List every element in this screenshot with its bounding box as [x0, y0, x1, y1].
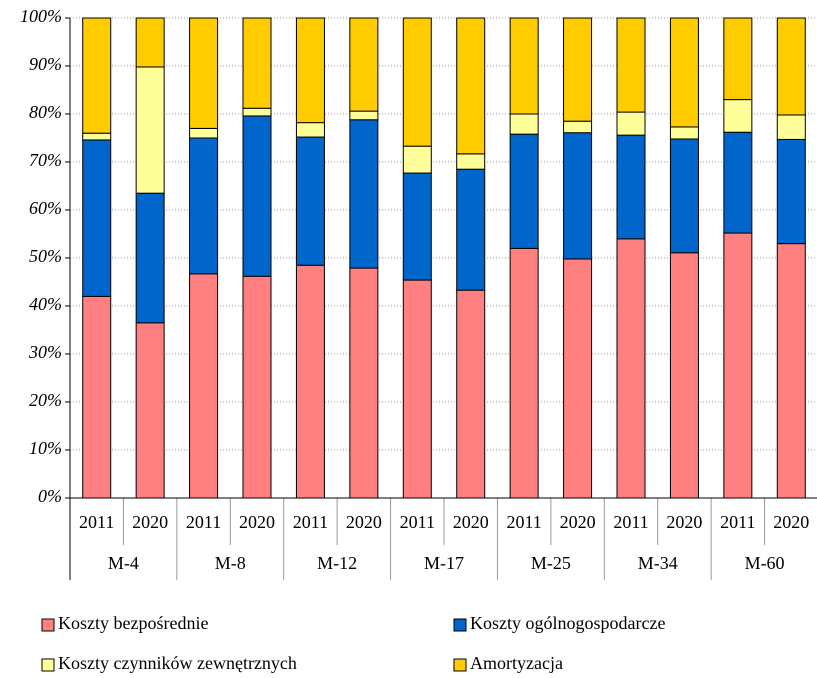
legend-swatch	[453, 618, 467, 632]
bar-segment	[242, 17, 272, 109]
bar-segment	[669, 126, 699, 140]
bar-segment	[776, 138, 806, 245]
x-tick-label: 2020	[346, 512, 382, 532]
bar-segment	[82, 17, 112, 134]
bar-segment	[402, 172, 432, 281]
bar-segment	[616, 17, 646, 113]
bar-segment	[563, 132, 593, 260]
group-label: M-25	[531, 553, 571, 573]
bar-segment	[723, 17, 753, 101]
bar-segment	[509, 247, 539, 499]
group-label: M-60	[745, 553, 785, 573]
x-tick-label: 2020	[666, 512, 702, 532]
bar-segment	[135, 322, 165, 499]
group-label: M-4	[108, 553, 139, 573]
y-tick-label: 90%	[29, 54, 62, 74]
y-tick-label: 80%	[29, 102, 62, 122]
bar-segment	[616, 238, 646, 499]
bar-segment	[456, 153, 486, 170]
bar-segment	[135, 17, 165, 68]
bar-segment	[669, 138, 699, 254]
bar-segment	[189, 127, 219, 139]
legend-label: Koszty bezpośrednie	[58, 613, 208, 633]
bar-segment	[242, 275, 272, 499]
bar-segment	[616, 111, 646, 136]
x-tick-label: 2020	[132, 512, 168, 532]
bar-segment	[135, 192, 165, 324]
x-tick-label: 2011	[293, 512, 328, 532]
y-tick-label: 20%	[29, 390, 62, 410]
y-tick-label: 100%	[20, 6, 62, 26]
x-tick-label: 2020	[453, 512, 489, 532]
bar-segment	[82, 139, 112, 297]
bar-segment	[563, 120, 593, 134]
bar-segment	[349, 110, 379, 121]
legend-swatch	[41, 658, 55, 672]
bar-segment	[402, 17, 432, 147]
bar-segment	[509, 113, 539, 135]
bar-segment	[402, 145, 432, 174]
bar-segment	[349, 119, 379, 269]
bar-segment	[776, 243, 806, 499]
bar-segment	[563, 258, 593, 499]
x-tick-label: 2020	[560, 512, 596, 532]
x-tick-label: 2020	[239, 512, 275, 532]
bar-segment	[349, 267, 379, 499]
legend-swatch	[453, 658, 467, 672]
y-tick-label: 70%	[29, 150, 62, 170]
y-tick-label: 60%	[29, 198, 62, 218]
x-tick-label: 2011	[613, 512, 648, 532]
legend-swatch	[41, 618, 55, 632]
group-label: M-17	[424, 553, 464, 573]
bar-segment	[295, 136, 325, 266]
bar-segment	[189, 273, 219, 499]
bar-segment	[669, 17, 699, 128]
x-tick-label: 2011	[400, 512, 435, 532]
y-tick-label: 30%	[28, 342, 62, 362]
bar-segment	[456, 17, 486, 155]
bar-segment	[242, 107, 272, 117]
bar-segment	[776, 114, 806, 140]
bar-segment	[189, 17, 219, 129]
x-tick-label: 2011	[506, 512, 541, 532]
bar-segment	[82, 295, 112, 499]
group-label: M-34	[638, 553, 678, 573]
y-tick-label: 50%	[29, 246, 62, 266]
legend-label: Amortyzacja	[470, 653, 563, 673]
bar-segment	[295, 264, 325, 499]
group-label: M-12	[317, 553, 357, 573]
bar-segment	[189, 137, 219, 275]
bar-segment	[669, 252, 699, 499]
bar-segment	[509, 17, 539, 115]
x-tick-label: 2011	[186, 512, 221, 532]
legend-label: Koszty czynników zewnętrznych	[58, 653, 297, 673]
bar-segment	[723, 131, 753, 234]
y-tick-label: 40%	[29, 294, 62, 314]
legend-label: Koszty ogólnogospodarcze	[470, 613, 665, 633]
bar-segment	[616, 134, 646, 240]
bar-segment	[295, 17, 325, 124]
bar-segment	[563, 17, 593, 122]
bar-segment	[776, 17, 806, 116]
y-tick-label: 0%	[38, 486, 62, 506]
bar-segment	[509, 133, 539, 249]
y-tick-label: 10%	[29, 438, 62, 458]
bar-segment	[723, 99, 753, 133]
x-tick-label: 2020	[773, 512, 809, 532]
x-tick-label: 2011	[720, 512, 755, 532]
bar-segment	[295, 122, 325, 138]
x-tick-label: 2011	[79, 512, 114, 532]
bar-segment	[349, 17, 379, 112]
group-label: M-8	[215, 553, 246, 573]
bar-segment	[723, 232, 753, 499]
bar-segment	[242, 115, 272, 277]
bar-segment	[456, 289, 486, 499]
bar-segment	[402, 279, 432, 499]
bar-segment	[82, 132, 112, 141]
bar-segment	[456, 168, 486, 291]
bar-segment	[135, 66, 165, 194]
